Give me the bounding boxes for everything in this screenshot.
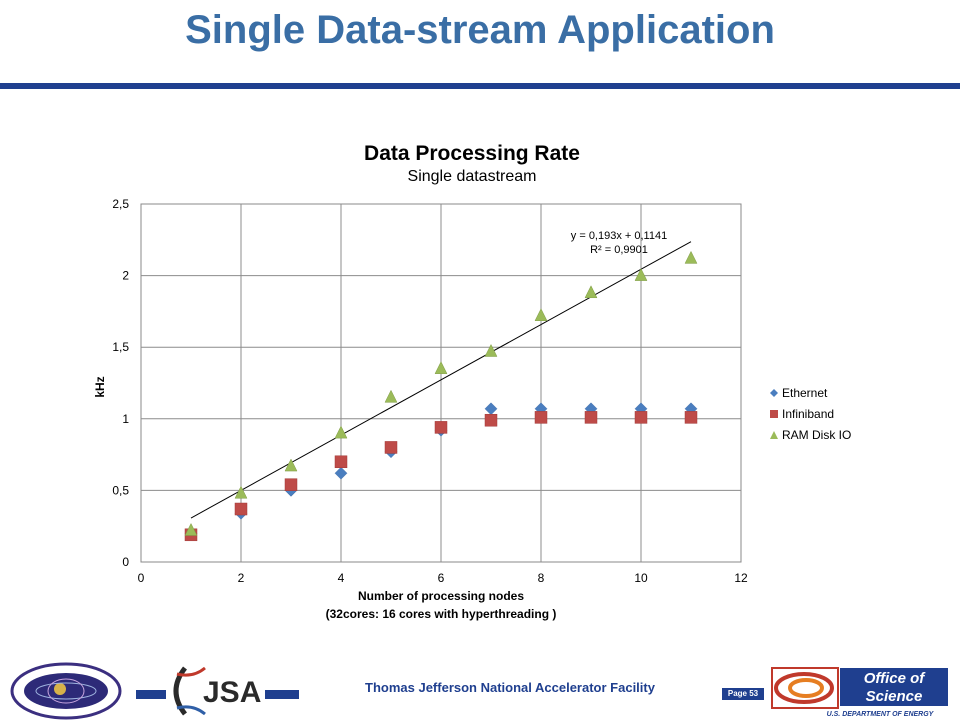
page-label: Page 53 (722, 688, 764, 700)
y-tick-label: 0,5 (112, 483, 129, 497)
legend-item-ethernet: Ethernet (768, 382, 851, 403)
square-marker-icon (770, 409, 778, 418)
data-point-infiniband (584, 411, 598, 424)
footer-text: Thomas Jefferson National Accelerator Fa… (365, 680, 655, 695)
legend-item-infiniband: Infiniband (768, 403, 851, 424)
chart-legend: Ethernet Infiniband RAM Disk IO (768, 382, 851, 445)
footer-bar-middle (265, 690, 299, 699)
trendline-r2: R² = 0,9901 (590, 244, 648, 256)
y-tick-label: 1 (122, 412, 129, 426)
jsa-logo-text: JSA (203, 676, 261, 709)
data-point-infiniband (634, 411, 648, 424)
x-axis-label-secondary: (32cores: 16 cores with hyperthreading ) (326, 607, 557, 621)
data-point-infiniband (684, 411, 698, 424)
x-tick-label: 2 (238, 571, 245, 585)
data-point-ram-disk-io (584, 285, 598, 299)
triangle-marker-icon (770, 430, 778, 439)
data-point-ram-disk-io (234, 485, 248, 499)
chart-subtitle: Single datastream (407, 168, 537, 185)
data-point-infiniband (434, 421, 448, 434)
office-of-science-subtitle: U.S. DEPARTMENT OF ENERGY (827, 711, 935, 718)
y-axis-label: kHz (93, 376, 107, 397)
x-axis-label: Number of processing nodes (358, 589, 524, 603)
legend-item-ramdisk: RAM Disk IO (768, 424, 851, 445)
data-point-ram-disk-io (684, 250, 698, 264)
data-point-infiniband (234, 502, 248, 516)
x-tick-label: 10 (634, 571, 648, 585)
y-tick-label: 2,5 (112, 197, 129, 211)
data-point-infiniband (384, 441, 398, 454)
footer-bar-left (136, 690, 166, 699)
x-tick-label: 12 (734, 571, 748, 585)
x-tick-label: 6 (438, 571, 445, 585)
data-point-infiniband (334, 455, 348, 469)
data-point-ram-disk-io (334, 425, 348, 439)
chart-title: Data Processing Rate (364, 142, 580, 165)
data-point-infiniband (534, 411, 548, 424)
diamond-marker-icon (770, 388, 778, 397)
data-point-ram-disk-io (634, 268, 648, 281)
data-point-ram-disk-io (384, 389, 398, 403)
jsa-logo: JSA (173, 666, 261, 716)
data-point-infiniband (484, 413, 498, 427)
data-point-ram-disk-io (184, 522, 198, 536)
x-tick-label: 4 (338, 571, 345, 585)
data-point-ethernet (334, 466, 348, 480)
data-point-ram-disk-io (484, 343, 498, 357)
trendline (190, 241, 692, 519)
y-tick-label: 2 (122, 269, 129, 283)
svg-text:Science: Science (866, 688, 923, 705)
data-point-infiniband (284, 478, 298, 491)
slide-title: Single Data-stream Application (185, 8, 775, 52)
svg-text:Office of: Office of (864, 670, 927, 687)
title-rule (0, 83, 960, 89)
y-tick-label: 0 (122, 555, 129, 569)
data-point-ram-disk-io (534, 308, 548, 321)
legend-label-ethernet: Ethernet (782, 385, 828, 400)
data-point-ram-disk-io (284, 458, 298, 472)
y-tick-label: 1,5 (112, 340, 129, 354)
trendline-equation: y = 0,193x + 0,1141 (571, 230, 667, 242)
legend-label-ramdisk: RAM Disk IO (782, 427, 852, 442)
office-of-science-logo: Office of Science U.S. DEPARTMENT OF ENE… (771, 667, 948, 718)
x-tick-label: 0 (138, 571, 145, 585)
chart-plot-area: 0 2 4 6 8 10 12 0 0,5 1 1,5 2 2,5 Number of processin… (93, 197, 748, 621)
legend-label-infiniband: Infiniband (782, 406, 835, 421)
office-of-nuclear-physics-logo (10, 662, 122, 720)
x-tick-label: 8 (538, 571, 545, 585)
data-point-ram-disk-io (434, 361, 448, 374)
